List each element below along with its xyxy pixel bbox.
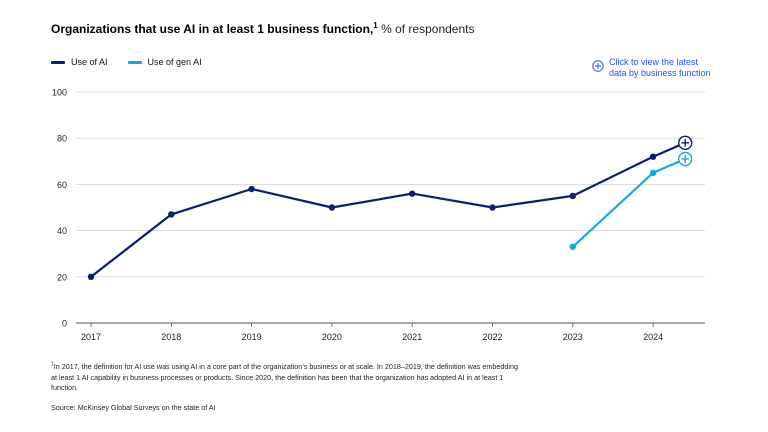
data-point-ai (489, 204, 496, 211)
end-marker-plus-circle-icon-ai (678, 135, 693, 151)
legend-label-genai: Use of gen AI (147, 57, 202, 67)
footnote: 1In 2017, the definition for AI use was … (51, 362, 521, 394)
legend-item-genai: Use of gen AI (127, 57, 202, 67)
legend-swatch-genai (127, 60, 142, 64)
source-note: Source: McKinsey Global Surveys on the s… (51, 403, 216, 412)
x-tick-label: 2021 (402, 332, 422, 342)
series-line-ai (90, 141, 686, 278)
chart-title: Organizations that use AI in at least 1 … (51, 21, 475, 37)
y-tick-label: 100 (52, 88, 67, 98)
chart-subtitle: % of respondents (381, 22, 475, 36)
chart-title-main: Organizations that use AI in at least 1 … (51, 22, 374, 36)
series-line-genai (572, 157, 686, 248)
y-tick-label: 20 (57, 272, 67, 282)
y-tick-label: 60 (57, 180, 67, 190)
view-latest-data-line2: data by business function (609, 68, 711, 78)
legend-swatch-ai (51, 60, 65, 64)
data-point-genai (649, 169, 657, 177)
x-tick-label: 2022 (482, 332, 502, 342)
chart-title-footnote-ref: 1 (373, 21, 378, 30)
data-point-ai (649, 153, 657, 160)
x-tick-label: 2019 (242, 332, 262, 342)
legend-label-ai: Use of AI (71, 57, 108, 67)
data-point-ai (569, 192, 576, 200)
y-tick-label: 40 (57, 226, 67, 236)
x-tick-label: 2017 (81, 332, 101, 342)
data-point-ai (409, 190, 416, 197)
data-point-genai (569, 243, 576, 250)
x-tick-label: 2020 (322, 332, 342, 342)
legend-item-ai: Use of AI (51, 57, 108, 67)
footnote-text: In 2017, the definition for AI use was u… (51, 362, 518, 393)
plus-circle-icon (592, 60, 604, 72)
x-tick-label: 2024 (643, 332, 663, 342)
data-point-ai (168, 211, 175, 218)
data-point-ai (87, 273, 95, 280)
data-point-ai (328, 204, 336, 211)
view-latest-data-text: Click to view the latest data by busines… (609, 57, 711, 79)
x-tick-label: 2018 (161, 332, 181, 342)
view-latest-data-link[interactable]: Click to view the latest data by busines… (592, 57, 711, 79)
y-tick-label: 0 (62, 319, 67, 329)
data-point-ai (248, 185, 255, 193)
x-tick-label: 2023 (563, 332, 583, 342)
end-marker-plus-circle-icon-genai (678, 151, 693, 167)
chart-legend: Use of AI Use of gen AI (51, 57, 202, 67)
view-latest-data-line1: Click to view the latest (609, 57, 699, 67)
footnote-marker: 1 (51, 361, 54, 368)
y-tick-label: 80 (57, 134, 67, 144)
